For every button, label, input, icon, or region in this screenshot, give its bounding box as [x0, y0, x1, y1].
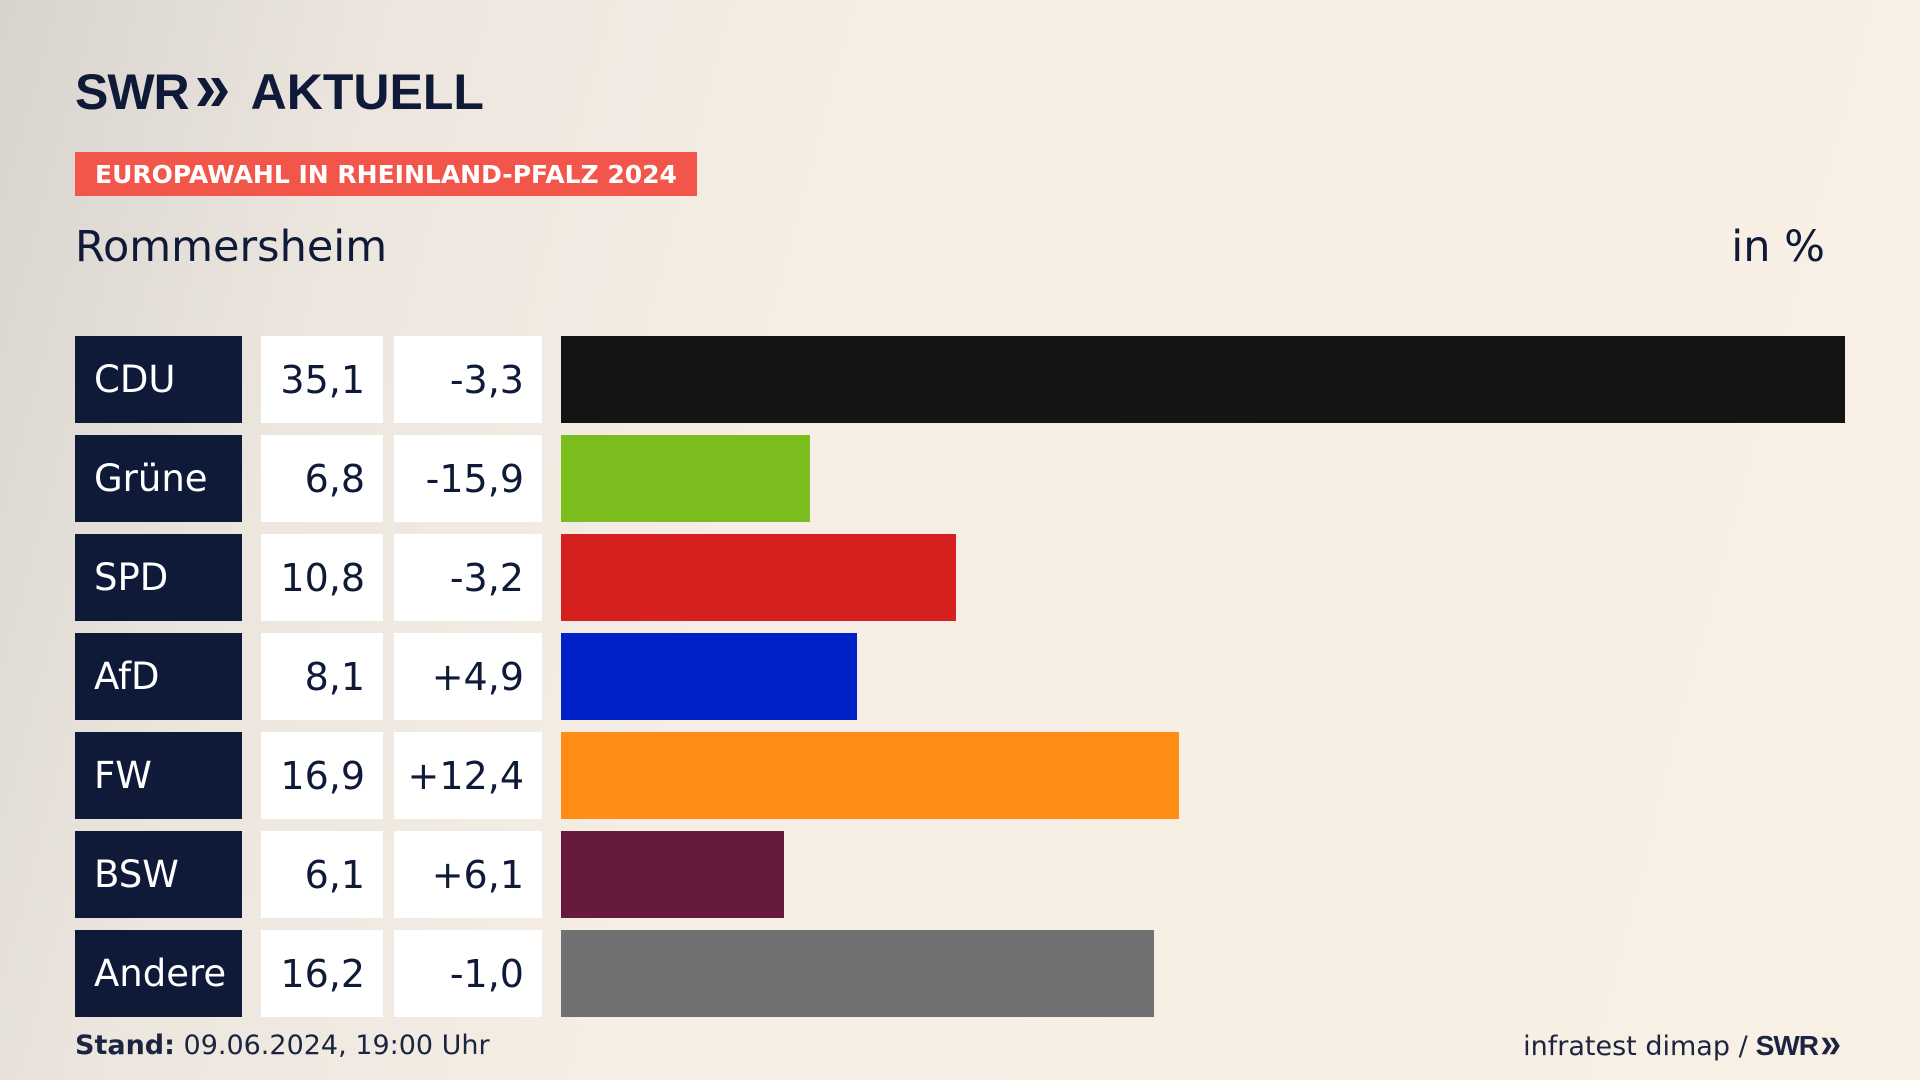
party-label: Grüne — [75, 435, 242, 522]
result-bar — [561, 831, 784, 918]
change-label: -15,9 — [394, 435, 542, 522]
change-label: +4,9 — [394, 633, 542, 720]
vote-share-label: 35,1 — [261, 336, 383, 423]
party-label: BSW — [75, 831, 242, 918]
source-credit: infratest dimap / SWR — [1523, 1030, 1842, 1062]
unit-label: in % — [1731, 222, 1825, 272]
result-bar — [561, 534, 956, 621]
timestamp: Stand: 09.06.2024, 19:00 Uhr — [75, 1030, 490, 1061]
result-bar — [561, 732, 1179, 819]
election-badge: EUROPAWAHL IN RHEINLAND-PFALZ 2024 — [75, 152, 697, 196]
vote-share-label: 6,8 — [261, 435, 383, 522]
brand-name: SWR — [75, 64, 190, 120]
place-title: Rommersheim — [75, 222, 388, 272]
result-bar — [561, 930, 1154, 1017]
result-row: SPD 10,8 -3,2 — [75, 534, 1845, 621]
double-chevron-icon — [195, 75, 231, 109]
vote-share-label: 16,2 — [261, 930, 383, 1017]
result-row: FW 16,9 +12,4 — [75, 732, 1845, 819]
stand-value: 09.06.2024, 19:00 Uhr — [183, 1030, 490, 1061]
result-row: BSW 6,1 +6,1 — [75, 831, 1845, 918]
double-chevron-small-icon — [1821, 1037, 1840, 1055]
party-label: CDU — [75, 336, 242, 423]
change-label: -3,3 — [394, 336, 542, 423]
party-label: SPD — [75, 534, 242, 621]
result-row: AfD 8,1 +4,9 — [75, 633, 1845, 720]
swr-small-logo: SWR — [1756, 1030, 1842, 1062]
party-label: FW — [75, 732, 242, 819]
party-label: AfD — [75, 633, 242, 720]
vote-share-label: 16,9 — [261, 732, 383, 819]
change-label: +12,4 — [394, 732, 542, 819]
swr-aktuell-logo: SWR AKTUELL — [75, 64, 484, 120]
brand-section: AKTUELL — [250, 64, 484, 120]
vote-share-label: 8,1 — [261, 633, 383, 720]
result-bar — [561, 336, 1845, 423]
result-row: Andere 16,2 -1,0 — [75, 930, 1845, 1017]
vote-share-label: 10,8 — [261, 534, 383, 621]
party-label: Andere — [75, 930, 242, 1017]
result-bar — [561, 435, 810, 522]
result-row: Grüne 6,8 -15,9 — [75, 435, 1845, 522]
result-row: CDU 35,1 -3,3 — [75, 336, 1845, 423]
vote-share-label: 6,1 — [261, 831, 383, 918]
change-label: +6,1 — [394, 831, 542, 918]
stand-label: Stand: — [75, 1030, 175, 1061]
change-label: -3,2 — [394, 534, 542, 621]
source-text: infratest dimap / — [1523, 1030, 1748, 1062]
source-brand: SWR — [1755, 1030, 1819, 1061]
result-bar — [561, 633, 857, 720]
change-label: -1,0 — [394, 930, 542, 1017]
